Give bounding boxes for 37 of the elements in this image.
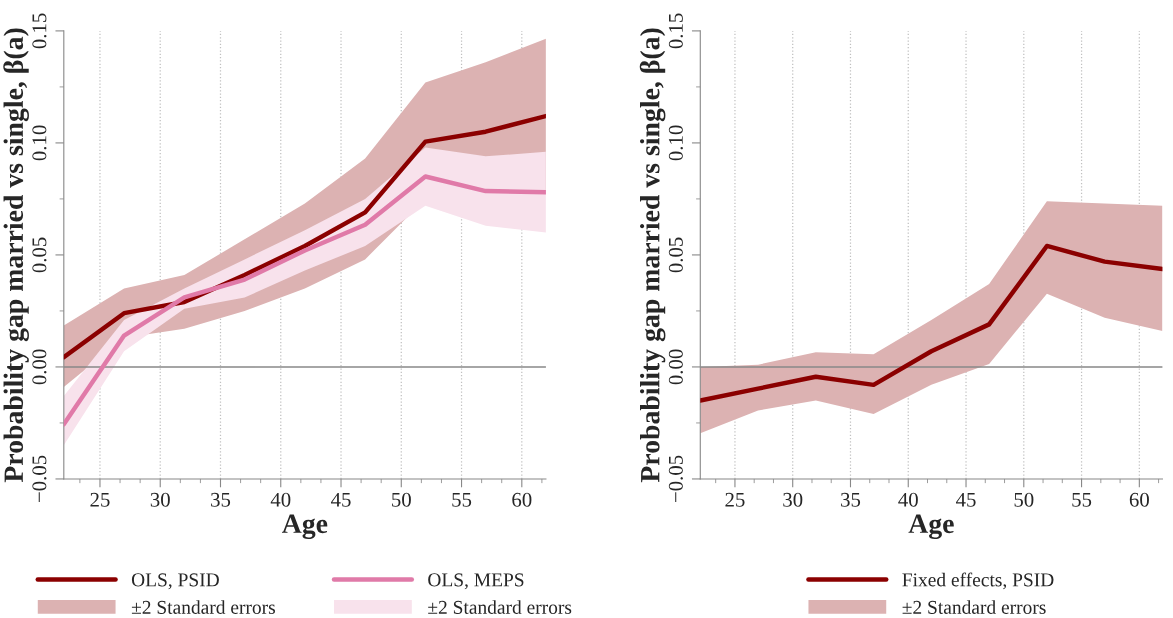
x-tick-label: 50 — [1014, 492, 1034, 507]
text: ±2 Standard errors — [131, 600, 275, 614]
x-tick-label: 55 — [1072, 492, 1092, 507]
x-tick-label: 40 — [898, 492, 918, 507]
x-tick-label: 50 — [392, 492, 411, 507]
legend-label: OLS, MEPS — [428, 573, 524, 590]
x-tick-label: 35 — [211, 492, 231, 507]
y-tick-label: 0.10 — [32, 125, 47, 161]
x-tick-label: 60 — [512, 492, 532, 507]
text: ±2 Standard errors — [902, 600, 1046, 614]
y-tick-label: −0.05 — [32, 455, 47, 503]
y-axis-title: Probability gap married vs single, β(a) — [3, 28, 29, 483]
x-axis-title: Age — [908, 514, 954, 540]
x-tick-label: 55 — [452, 492, 472, 507]
x-tick-label: 25 — [90, 492, 110, 507]
line-series — [63, 113, 546, 360]
x-tick-label: 30 — [150, 492, 170, 507]
y-tick-label: 0.15 — [32, 13, 47, 49]
x-tick-label: 45 — [331, 492, 351, 507]
text: ±2 Standard errors — [428, 600, 572, 614]
y-axis-title: Probability gap married vs single, β(a) — [639, 28, 666, 483]
x-tick-label: 25 — [725, 492, 745, 507]
legend-label: OLS, PSID — [131, 573, 219, 590]
x-axis-title: Age — [282, 514, 328, 540]
y-tick-label: 0.05 — [668, 237, 683, 273]
y-tick-label: 0.15 — [668, 13, 683, 49]
x-tick-label: 45 — [956, 492, 976, 507]
x-tick-label: 35 — [841, 492, 861, 507]
y-tick-label: 0.05 — [32, 237, 47, 273]
y-tick-label: 0.00 — [668, 349, 683, 385]
x-tick-label: 40 — [270, 492, 291, 507]
y-tick-label: 0.10 — [668, 125, 683, 161]
legend-label: Fixed effects, PSID — [902, 572, 1054, 590]
x-tick-label: 30 — [783, 492, 803, 507]
x-tick-label: 60 — [1129, 492, 1149, 507]
y-tick-label: 0.00 — [32, 349, 47, 385]
y-tick-label: −0.05 — [668, 455, 683, 503]
